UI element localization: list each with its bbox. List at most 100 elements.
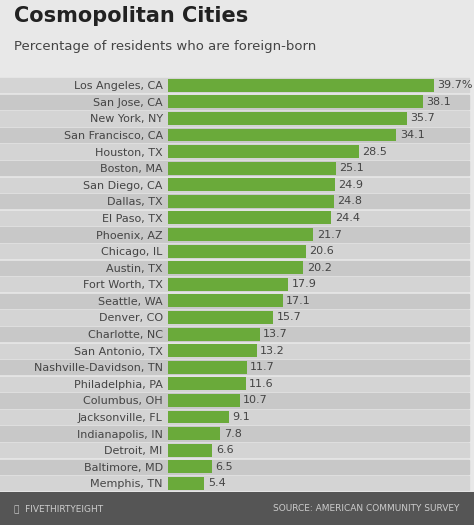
Bar bbox=[168, 443, 469, 457]
Bar bbox=[168, 96, 423, 108]
Bar bbox=[0, 177, 168, 192]
Bar bbox=[0, 144, 168, 159]
Bar bbox=[168, 161, 469, 175]
Text: 6.6: 6.6 bbox=[216, 445, 233, 455]
Text: 6.5: 6.5 bbox=[215, 462, 233, 472]
Text: 20.2: 20.2 bbox=[307, 262, 332, 272]
Bar bbox=[168, 311, 273, 324]
Bar bbox=[168, 410, 469, 424]
Bar bbox=[168, 244, 469, 258]
Bar bbox=[168, 228, 313, 241]
Bar bbox=[0, 111, 168, 125]
Bar bbox=[168, 260, 469, 275]
Bar bbox=[168, 144, 469, 159]
Bar bbox=[168, 295, 283, 307]
Bar bbox=[0, 94, 168, 109]
Bar bbox=[0, 277, 168, 291]
Bar bbox=[168, 128, 469, 142]
Text: 5.4: 5.4 bbox=[208, 478, 226, 488]
Bar bbox=[0, 343, 168, 358]
Bar bbox=[0, 161, 168, 175]
Bar bbox=[0, 360, 168, 374]
Bar bbox=[168, 476, 469, 490]
Bar bbox=[168, 393, 469, 407]
Text: 11.6: 11.6 bbox=[249, 379, 274, 389]
Bar bbox=[168, 261, 303, 274]
Bar bbox=[168, 195, 334, 208]
Bar bbox=[0, 78, 168, 92]
Bar bbox=[168, 376, 469, 391]
Bar bbox=[168, 344, 256, 357]
Bar bbox=[0, 393, 168, 407]
Bar bbox=[0, 244, 168, 258]
Bar bbox=[0, 410, 168, 424]
Text: 39.7%: 39.7% bbox=[437, 80, 473, 90]
Bar bbox=[168, 194, 469, 208]
Bar bbox=[168, 444, 212, 457]
Bar bbox=[168, 459, 469, 474]
Text: 21.7: 21.7 bbox=[317, 229, 342, 239]
Text: 13.7: 13.7 bbox=[263, 329, 288, 339]
Text: 34.1: 34.1 bbox=[400, 130, 424, 140]
Bar bbox=[0, 376, 168, 391]
Bar bbox=[168, 377, 246, 390]
Bar bbox=[0, 443, 168, 457]
Bar bbox=[168, 278, 288, 291]
Text: 24.4: 24.4 bbox=[335, 213, 360, 223]
Bar bbox=[168, 111, 469, 125]
Text: ⭘  FIVETHIRTYEIGHT: ⭘ FIVETHIRTYEIGHT bbox=[14, 504, 103, 513]
Text: 25.1: 25.1 bbox=[339, 163, 364, 173]
Bar bbox=[0, 476, 168, 490]
Bar bbox=[168, 129, 396, 141]
Bar bbox=[168, 177, 469, 192]
Text: 17.9: 17.9 bbox=[292, 279, 316, 289]
Text: 7.8: 7.8 bbox=[224, 428, 242, 438]
Bar bbox=[168, 79, 434, 92]
Text: 17.1: 17.1 bbox=[286, 296, 311, 306]
Bar bbox=[168, 78, 469, 92]
Bar bbox=[0, 327, 168, 341]
Bar bbox=[0, 260, 168, 275]
Bar bbox=[0, 227, 168, 242]
Text: Percentage of residents who are foreign-born: Percentage of residents who are foreign-… bbox=[14, 40, 317, 54]
Bar bbox=[168, 245, 306, 258]
Bar bbox=[168, 145, 359, 158]
Bar bbox=[168, 460, 212, 473]
Text: 9.1: 9.1 bbox=[232, 412, 250, 422]
Bar bbox=[0, 294, 168, 308]
Text: 35.7: 35.7 bbox=[410, 113, 435, 123]
Text: 24.9: 24.9 bbox=[338, 180, 363, 190]
Bar bbox=[168, 477, 204, 490]
Bar bbox=[168, 211, 469, 225]
Text: 20.6: 20.6 bbox=[310, 246, 334, 256]
Text: 15.7: 15.7 bbox=[277, 312, 301, 322]
Bar bbox=[0, 426, 168, 440]
Bar bbox=[168, 310, 469, 324]
Bar bbox=[0, 459, 168, 474]
Bar bbox=[168, 427, 220, 440]
Text: 28.5: 28.5 bbox=[362, 146, 387, 156]
Text: 38.1: 38.1 bbox=[427, 97, 451, 107]
Bar bbox=[168, 343, 469, 358]
Bar bbox=[168, 178, 335, 191]
Bar bbox=[168, 94, 469, 109]
Bar bbox=[0, 128, 168, 142]
Bar bbox=[0, 194, 168, 208]
Bar bbox=[168, 411, 229, 424]
Text: 10.7: 10.7 bbox=[243, 395, 268, 405]
Bar bbox=[168, 162, 336, 175]
Text: SOURCE: AMERICAN COMMUNITY SURVEY: SOURCE: AMERICAN COMMUNITY SURVEY bbox=[273, 504, 460, 513]
Bar bbox=[168, 112, 407, 125]
Bar bbox=[168, 360, 469, 374]
Bar bbox=[168, 227, 469, 242]
Bar bbox=[168, 294, 469, 308]
Bar bbox=[168, 361, 246, 374]
Bar bbox=[168, 328, 260, 341]
Text: 24.8: 24.8 bbox=[337, 196, 363, 206]
Text: 11.7: 11.7 bbox=[250, 362, 274, 372]
Bar bbox=[168, 277, 469, 291]
Bar bbox=[0, 310, 168, 324]
Bar bbox=[168, 426, 469, 440]
Bar bbox=[168, 212, 331, 224]
Text: Cosmopolitan Cities: Cosmopolitan Cities bbox=[14, 6, 248, 26]
